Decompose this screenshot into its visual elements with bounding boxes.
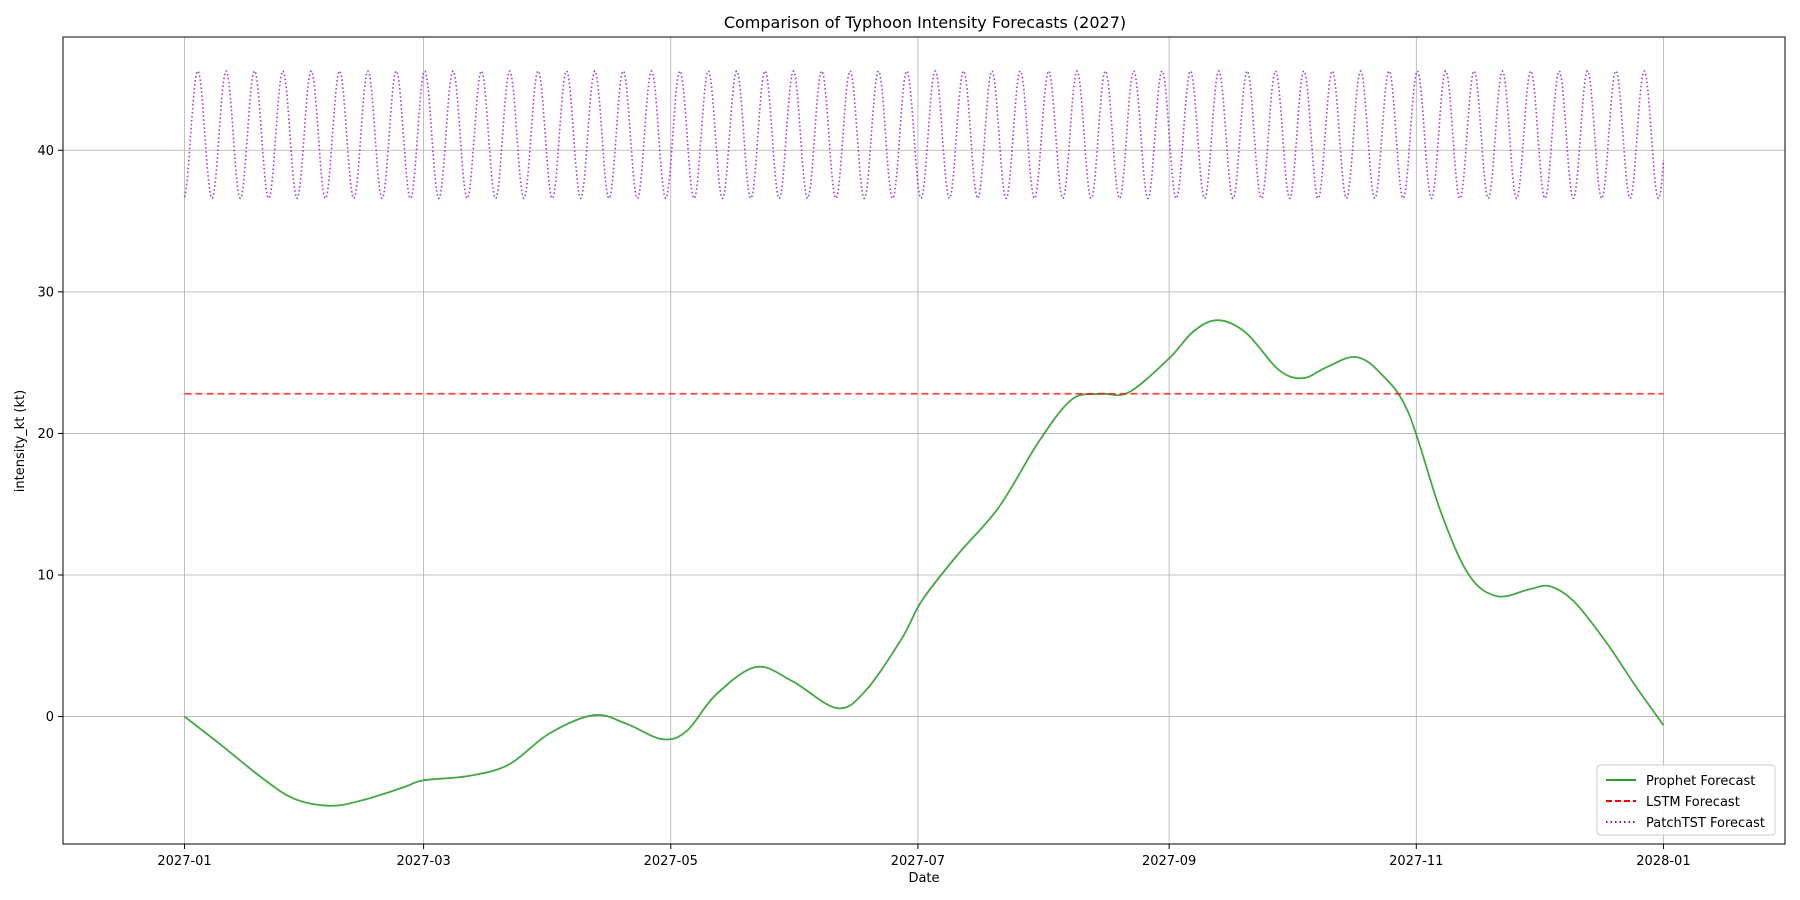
x-axis-label: Date [908, 871, 939, 886]
x-tick-label: 2027-09 [1142, 854, 1196, 869]
y-tick-label: 30 [37, 285, 54, 300]
y-tick-label: 0 [46, 710, 54, 725]
x-tick-label: 2027-11 [1389, 854, 1443, 869]
chart-title: Comparison of Typhoon Intensity Forecast… [724, 13, 1126, 32]
legend-box [1596, 764, 1776, 836]
y-axis-ticks: 0 10 20 30 40 [37, 144, 63, 725]
x-tick-label: 2027-01 [157, 854, 211, 869]
y-tick-label: 40 [37, 144, 54, 159]
series-layer [183, 69, 1665, 807]
legend: Prophet Forecast LSTM Forecast PatchTST … [1596, 764, 1776, 836]
plot-frame [62, 36, 1786, 845]
x-tick-label: 2028-01 [1636, 854, 1690, 869]
prophet-forecast-line [184, 319, 1665, 807]
y-tick-label: 20 [37, 427, 54, 442]
x-tick-label: 2027-05 [644, 854, 698, 869]
legend-label-prophet: Prophet Forecast [1646, 774, 1755, 789]
x-axis-ticks: 2027-01 2027-03 2027-05 2027-07 2027-09 2027-… [157, 844, 1691, 869]
legend-label-lstm: LSTM Forecast [1646, 795, 1740, 810]
legend-label-patchtst: PatchTST Forecast [1646, 816, 1765, 831]
y-tick-label: 10 [37, 569, 54, 584]
y-axis-label: intensity_kt (kt) [13, 390, 28, 492]
x-tick-label: 2027-07 [891, 854, 945, 869]
x-tick-label: 2027-03 [396, 854, 450, 869]
